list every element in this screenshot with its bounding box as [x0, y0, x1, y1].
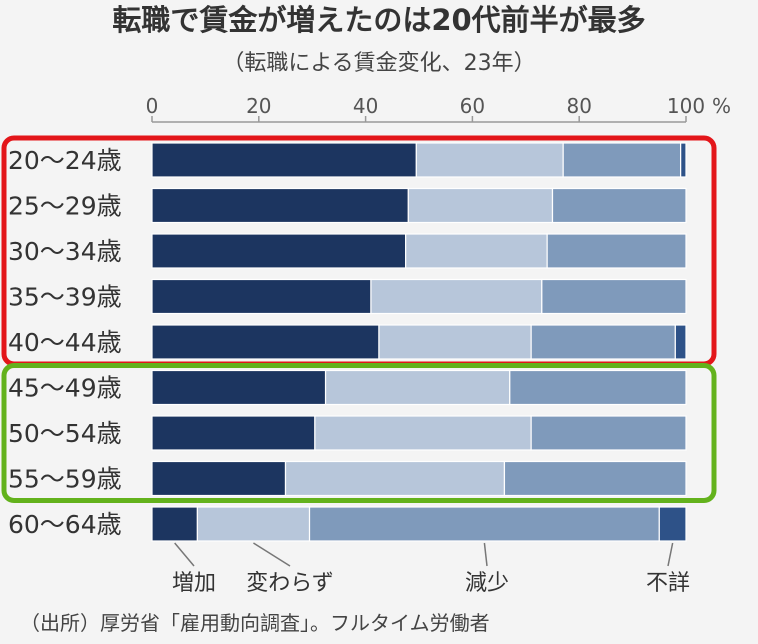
x-tick-label: 40 [353, 94, 378, 118]
bar-segment [407, 187, 554, 224]
bar-segment [314, 415, 532, 451]
bar-segment [562, 142, 682, 178]
bar-segment [509, 369, 687, 406]
category-label: 30〜34歳 [8, 237, 122, 266]
legend-leader-line [483, 542, 488, 567]
bar-segment [324, 369, 511, 406]
category-label: 50〜54歳 [8, 419, 122, 448]
bar-segment [680, 142, 687, 178]
bar-segment [415, 142, 564, 178]
bar-segment [151, 187, 409, 224]
x-tick-label: 60 [460, 94, 485, 118]
legend-label-unknown: 不詳 [646, 571, 690, 596]
bar-segment [546, 233, 687, 269]
bar-segment [530, 324, 676, 360]
category-label: 20〜24歳 [8, 146, 122, 175]
category-label: 40〜44歳 [8, 328, 122, 357]
bar-segment [405, 233, 548, 269]
legend-leader-line [253, 542, 291, 567]
category-label: 60〜64歳 [8, 510, 122, 539]
legend-label-unchanged: 変わらず [246, 571, 334, 596]
bar-segment [378, 324, 532, 360]
bar-segment [551, 187, 687, 224]
bar-segment [151, 506, 198, 542]
bar-segment [541, 278, 687, 315]
bar-segment [151, 369, 327, 406]
category-label: 35〜39歳 [8, 283, 122, 312]
source-note: （出所）厚労省「雇用動向調査」。フルタイム労働者 [20, 611, 490, 635]
bar-segment [308, 506, 660, 542]
legend-label-decrease: 減少 [465, 571, 509, 596]
bar-segment [530, 415, 687, 451]
x-tick-label: 0 [146, 94, 159, 118]
highlight-frame [1, 363, 717, 503]
bar-segment [151, 278, 372, 315]
x-tick-label: 80 [566, 94, 591, 118]
chart-subtitle: （転職による賃金変化、23年） [222, 51, 535, 76]
legend-leader-line [667, 542, 674, 567]
x-tick-label: 100 [667, 94, 705, 118]
category-label: 45〜49歳 [8, 374, 122, 403]
bar-segment [674, 324, 687, 360]
bar-segment [370, 278, 543, 315]
legend-label-increase: 増加 [172, 571, 216, 596]
x-axis: 0 20 40 60 80 100 [146, 94, 705, 123]
bar-segment [196, 506, 311, 542]
bar-segment [151, 324, 380, 360]
x-tick-label: 20 [246, 94, 271, 118]
bar-segment [151, 142, 417, 178]
category-label: 55〜59歳 [8, 465, 122, 494]
bar-segment [151, 460, 287, 497]
highlight-frames [1, 135, 717, 503]
chart-title: 転職で賃金が増えたのは20代前半が最多 [112, 3, 645, 37]
bar-segment [503, 460, 687, 497]
category-labels: 20〜24歳 25〜29歳 30〜34歳 35〜39歳 40〜44歳 45〜49歳 50〜5… [8, 146, 122, 539]
legend-leader-line [174, 542, 195, 567]
bar-segment [151, 415, 316, 451]
bars [151, 142, 687, 542]
bar-segment [151, 233, 407, 269]
category-label: 25〜29歳 [8, 192, 122, 221]
bar-segment [284, 460, 506, 497]
bar-segment [658, 506, 687, 542]
legend-leaders [174, 542, 674, 567]
x-axis-unit: % [712, 94, 731, 118]
